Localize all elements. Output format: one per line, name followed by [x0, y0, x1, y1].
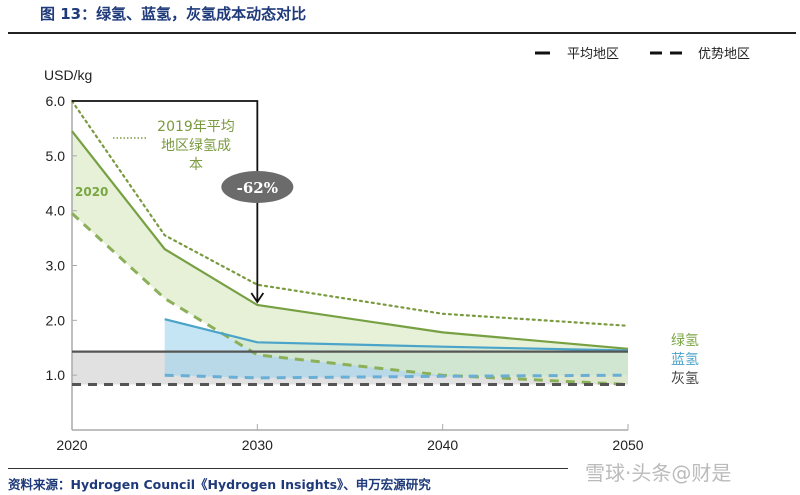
- y-tick-label: 2.0: [46, 312, 66, 328]
- series-label: 灰氢: [671, 371, 699, 387]
- y-tick-label: 4.0: [46, 203, 66, 219]
- watermark: 雪球·头条@财是: [585, 461, 732, 485]
- reduction-badge: [221, 171, 294, 203]
- line-2019-average-green: [70, 99, 630, 327]
- y-tick-label: 5.0: [46, 148, 66, 164]
- annotation-2019-label: 本: [189, 157, 203, 173]
- line-blue-average: [164, 318, 629, 352]
- legend-label: 优势地区: [698, 46, 750, 62]
- x-tick-label: 2040: [427, 437, 458, 453]
- line-green-average: [71, 130, 629, 350]
- y-axis-label: USD/kg: [44, 67, 92, 83]
- bottom-divider: [8, 468, 568, 469]
- reduction-arrow-line: [72, 100, 259, 301]
- reduction-badge-label: -62%: [237, 179, 278, 197]
- line-green-advantaged: [70, 212, 629, 386]
- series-label: 绿氢: [671, 333, 699, 349]
- series-label: 蓝氢: [671, 352, 699, 368]
- reduction-arrow-head: [250, 292, 265, 304]
- y-tick-label: 1.0: [46, 367, 66, 383]
- x-tick-label: 2050: [612, 437, 643, 453]
- figure-title: 图 13：绿氢、蓝氢，灰氢成本动态对比: [40, 5, 307, 23]
- green-hydrogen-band: [72, 131, 628, 385]
- annotation-2020-label: 2020: [75, 185, 108, 199]
- chart: 1.0 2.0 3.0 4.0 5.0 6.0 2020 2030 2040 2050 USD/kg…: [44, 46, 750, 453]
- annotation-2019-label: 2019年平均: [157, 119, 235, 135]
- y-tick-label: 6.0: [46, 93, 66, 109]
- annotation-2019-label: 地区绿氢成: [161, 138, 231, 154]
- y-tick-label: 3.0: [46, 258, 66, 274]
- legend-label: 平均地区: [567, 47, 619, 62]
- line-blue-advantaged: [164, 373, 629, 380]
- x-tick-label: 2020: [56, 437, 87, 453]
- x-tick-label: 2030: [242, 437, 273, 453]
- top-divider: [8, 32, 796, 34]
- source-note: 资料来源：Hydrogen Council《Hydrogen Insights》…: [8, 477, 431, 492]
